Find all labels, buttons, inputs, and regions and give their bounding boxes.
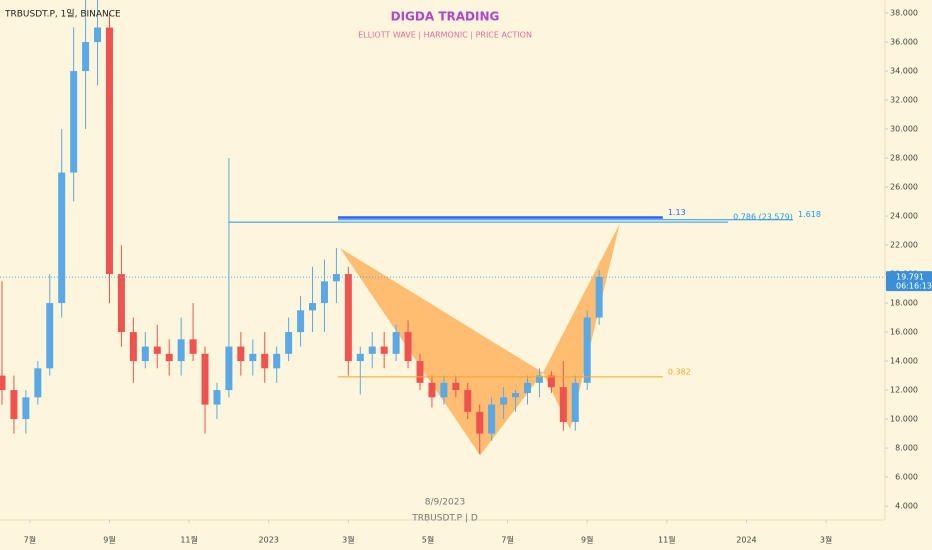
y-tick-label: 38.000 bbox=[890, 9, 918, 18]
candle-body bbox=[82, 42, 90, 72]
y-tick-label: 28.000 bbox=[890, 154, 918, 163]
chart-subtitle: ELLIOTT WAVE | HARMONIC | PRICE ACTION bbox=[358, 31, 532, 40]
candle-body bbox=[356, 353, 364, 362]
x-tick-label: 9월 bbox=[103, 535, 115, 545]
y-tick-label: 30.000 bbox=[890, 125, 918, 134]
candle-body bbox=[165, 353, 173, 362]
y-tick-label: 26.000 bbox=[890, 183, 918, 192]
chart-title: DIGDA TRADING bbox=[391, 10, 500, 24]
y-tick-label: 36.000 bbox=[890, 38, 918, 47]
y-tick-label: 34.000 bbox=[890, 67, 918, 76]
candle-body bbox=[129, 332, 137, 362]
candle-body bbox=[189, 339, 197, 354]
candle-body bbox=[153, 346, 161, 354]
candle-body bbox=[261, 353, 269, 369]
y-tick-label: 22.000 bbox=[890, 241, 918, 250]
candle-body bbox=[117, 274, 125, 333]
candle-body bbox=[332, 274, 340, 282]
candle-body bbox=[105, 27, 113, 275]
countdown-label: 06:16:13 bbox=[896, 282, 932, 291]
candle-body bbox=[535, 375, 543, 383]
candle-body bbox=[404, 332, 412, 362]
candle-body bbox=[476, 411, 484, 434]
symbol-label: TRBUSDT.P, 1일, BINANCE bbox=[4, 9, 121, 20]
candle-body bbox=[213, 390, 221, 405]
candle-body bbox=[523, 382, 531, 393]
y-tick-label: 6.000 bbox=[895, 473, 918, 482]
harmonic-bcd bbox=[543, 223, 620, 430]
candle-body bbox=[320, 281, 328, 304]
candle-body bbox=[416, 361, 424, 383]
candle-body bbox=[440, 382, 448, 398]
candle-body bbox=[297, 310, 305, 333]
candle-body bbox=[34, 368, 42, 398]
y-tick-label: 8.000 bbox=[895, 444, 918, 453]
candle-body bbox=[70, 71, 78, 173]
candle-body bbox=[273, 353, 281, 369]
candle-body bbox=[464, 390, 472, 412]
watermark-date: 8/9/2023 bbox=[425, 498, 465, 508]
y-tick-label: 32.000 bbox=[890, 96, 918, 105]
candle-body bbox=[559, 387, 567, 422]
harmonic-xab bbox=[339, 247, 544, 456]
x-tick-label: 2024 bbox=[736, 536, 756, 545]
candle-body bbox=[488, 404, 496, 434]
candle-body bbox=[595, 276, 603, 318]
candle-body bbox=[380, 346, 388, 354]
x-tick-label: 11월 bbox=[658, 535, 676, 545]
candle-body bbox=[583, 317, 591, 383]
y-tick-label: 16.000 bbox=[890, 328, 918, 337]
candle-body bbox=[201, 353, 209, 405]
candle-body bbox=[392, 332, 400, 354]
last-price-box bbox=[886, 271, 932, 292]
candle-body bbox=[0, 375, 6, 391]
candle-body bbox=[249, 353, 257, 362]
x-tick-label: 7월 bbox=[24, 535, 36, 545]
fib-level-label: 0.382 bbox=[668, 367, 691, 376]
x-tick-label: 5월 bbox=[422, 535, 434, 545]
x-tick-label: 9월 bbox=[581, 535, 593, 545]
y-tick-label: 12.000 bbox=[890, 386, 918, 395]
y-tick-label: 14.000 bbox=[890, 357, 918, 366]
candle-body bbox=[141, 346, 149, 362]
candle-body bbox=[58, 172, 66, 304]
candle-body bbox=[177, 339, 185, 362]
fib-level-label: 1.618 bbox=[798, 210, 821, 219]
candle-body bbox=[94, 27, 102, 43]
last-price-label: 19.791 bbox=[896, 273, 924, 282]
x-tick-label: 11월 bbox=[180, 535, 198, 545]
candle-body bbox=[452, 382, 460, 391]
candle-body bbox=[500, 397, 508, 405]
watermark-symbol: TRBUSDT.P | D bbox=[411, 514, 478, 524]
x-tick-label: 7월 bbox=[501, 535, 513, 545]
candle-body bbox=[571, 382, 579, 422]
candle-body bbox=[309, 303, 317, 311]
fib-level-label: 1.13 bbox=[668, 208, 686, 217]
candle-body bbox=[547, 375, 555, 388]
candle-body bbox=[368, 346, 376, 354]
candle-body bbox=[285, 332, 293, 354]
candle-body bbox=[225, 346, 233, 391]
candle-body bbox=[428, 382, 436, 398]
y-tick-label: 18.000 bbox=[890, 299, 918, 308]
y-tick-label: 4.000 bbox=[895, 502, 918, 511]
candle-body bbox=[22, 397, 30, 420]
x-tick-label: 3월 bbox=[342, 535, 354, 545]
y-tick-label: 24.000 bbox=[890, 212, 918, 221]
x-tick-label: 2023 bbox=[259, 536, 279, 545]
y-tick-label: 10.000 bbox=[890, 415, 918, 424]
candle-body bbox=[344, 274, 352, 362]
candle-body bbox=[46, 303, 54, 369]
candle-body bbox=[237, 346, 245, 362]
x-tick-label: 3월 bbox=[820, 535, 832, 545]
candle-body bbox=[10, 390, 18, 420]
candle-body bbox=[512, 392, 520, 398]
fib-level-label: 0.786 (23.579) bbox=[733, 213, 793, 222]
